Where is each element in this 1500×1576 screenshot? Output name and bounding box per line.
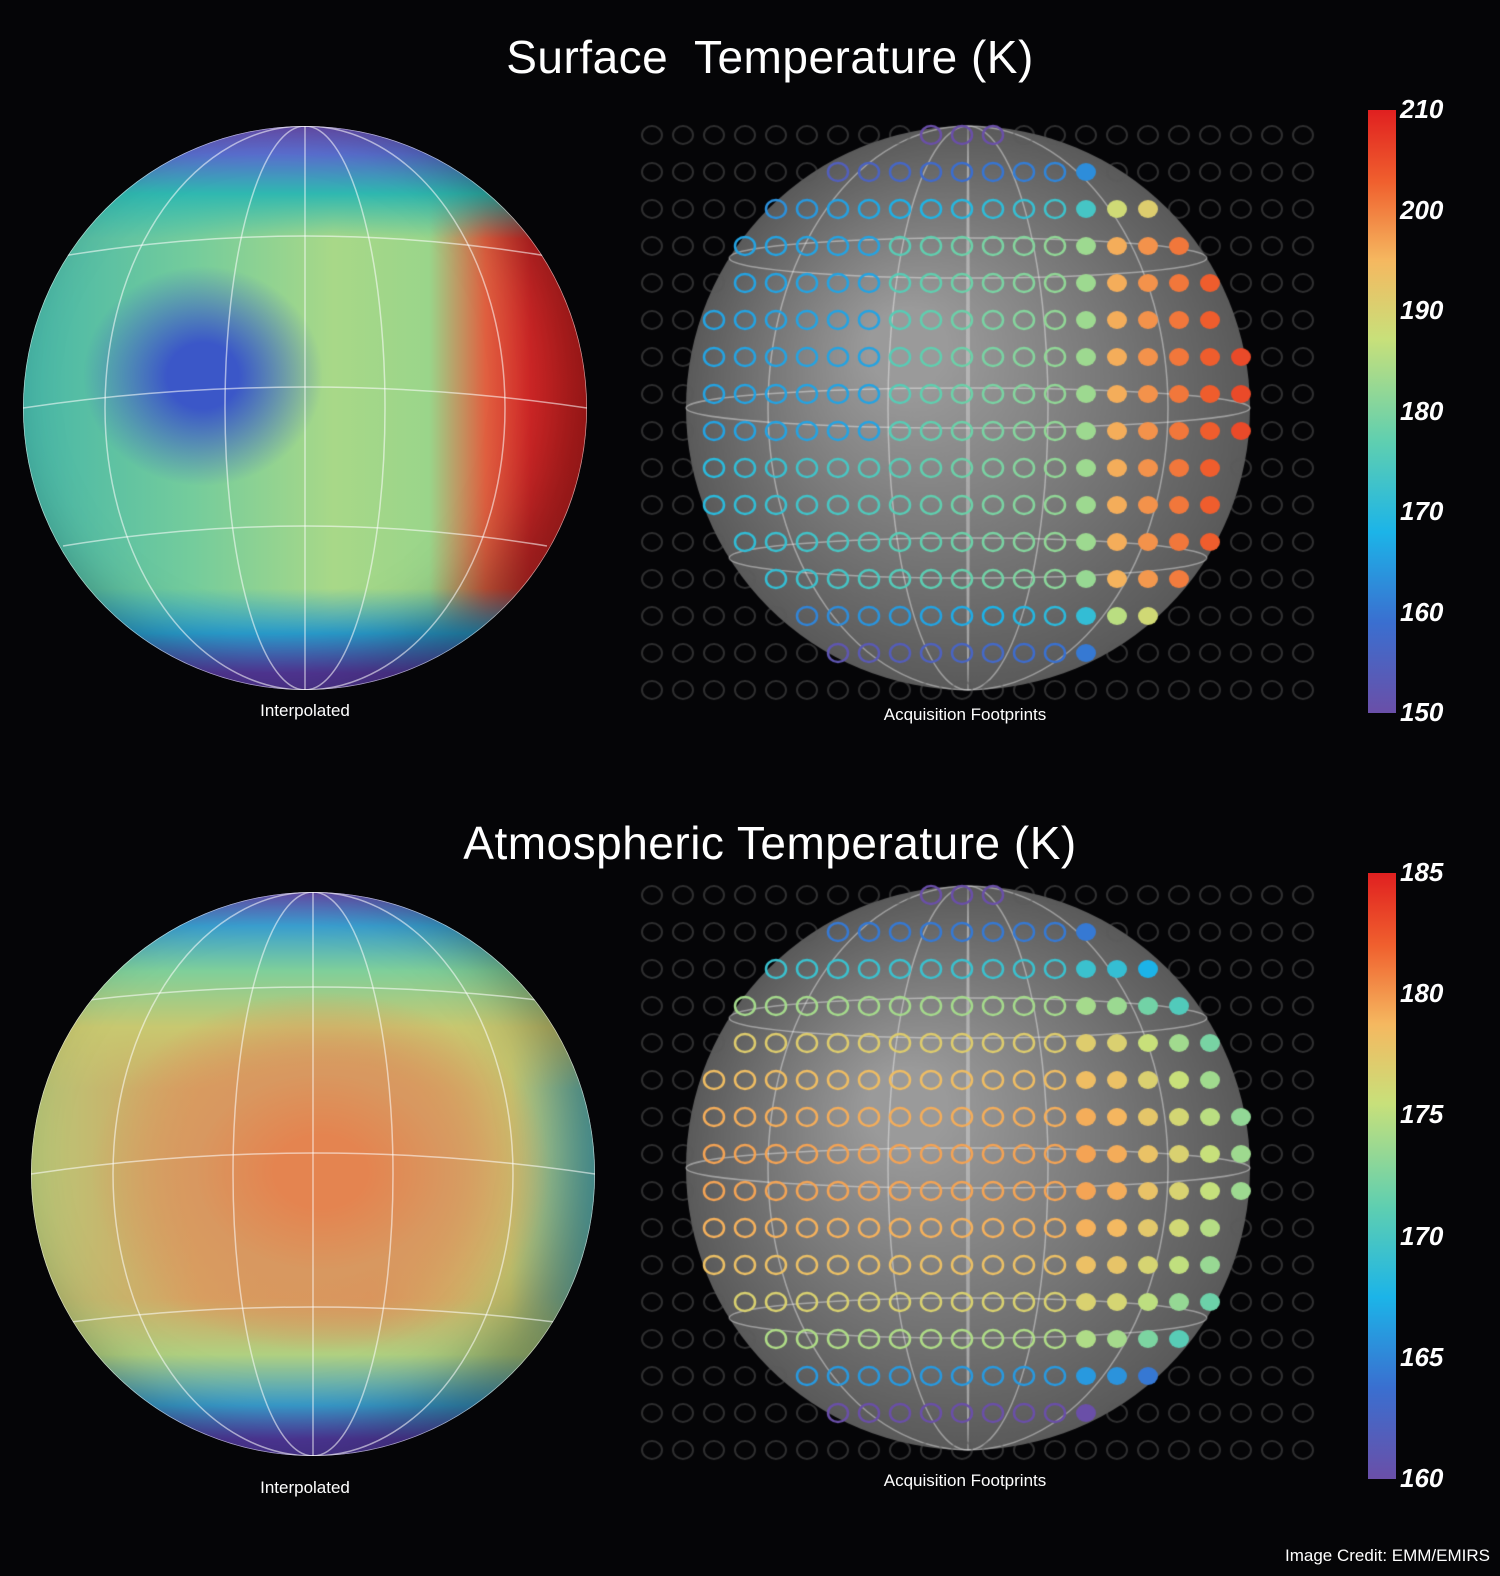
colorbar-tick: 175 — [1400, 1099, 1444, 1130]
atmospheric-interpolated-caption: Interpolated — [260, 1478, 350, 1497]
surface-colorbar — [1368, 110, 1396, 713]
surface-interpolated-globe — [23, 126, 587, 690]
atmospheric-footprints-caption: Acquisition Footprints — [883, 1471, 1047, 1490]
atmospheric-interpolated-globe — [31, 892, 595, 1456]
colorbar-tick: 170 — [1400, 1220, 1444, 1251]
lat-lon-grid — [31, 892, 595, 1456]
image-credit: Image Credit: EMM/EMIRS — [1285, 1546, 1490, 1565]
colorbar-tick: 165 — [1400, 1341, 1444, 1372]
surface-interpolated-caption: Interpolated — [260, 701, 350, 720]
colorbar-tick: 180 — [1400, 395, 1444, 426]
colorbar-tick: 150 — [1400, 697, 1444, 727]
atmospheric-title: Atmospheric Temperature (K) — [463, 817, 1077, 869]
colorbar-tick: 180 — [1400, 978, 1444, 1009]
colorbar-tick: 190 — [1400, 295, 1444, 325]
colorbar-tick: 185 — [1400, 857, 1444, 887]
colorbar-tick: 210 — [1400, 94, 1444, 124]
lat-lon-grid — [23, 126, 587, 690]
atmospheric-colorbar — [1368, 873, 1396, 1479]
colorbar-tick: 170 — [1400, 496, 1444, 526]
colorbar-tick: 160 — [1400, 1463, 1444, 1493]
colorbar-tick: 160 — [1400, 596, 1444, 627]
surface-footprints-caption: Acquisition Footprints — [883, 705, 1047, 724]
surface-title: Surface Temperature (K) — [506, 31, 1034, 83]
colorbar-tick: 200 — [1400, 194, 1444, 225]
